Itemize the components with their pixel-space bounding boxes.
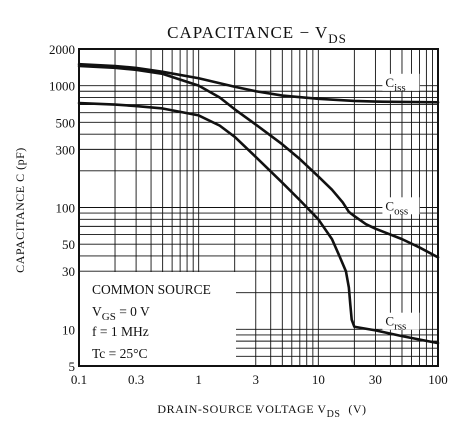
series-label-symbol: C — [385, 198, 394, 213]
chart-title-subscript: DS — [328, 31, 347, 46]
series-label-rss: Crss — [385, 314, 406, 333]
series-label-background — [382, 197, 420, 215]
x-tick-label: 3 — [253, 372, 260, 387]
series-label-subscript: rss — [394, 321, 406, 333]
series-label-subscript: iss — [394, 82, 406, 94]
data-curves — [77, 62, 440, 345]
series-label-background — [382, 312, 420, 330]
series-label-background — [382, 73, 420, 91]
series-label-oss: Coss — [385, 198, 408, 217]
y-tick-label: 10 — [62, 322, 75, 337]
series-curve-iss — [77, 62, 440, 104]
condition-vgs-value: = 0 V — [116, 304, 150, 319]
x-axis-title-main: DRAIN-SOURCE VOLTAGE V — [157, 402, 326, 416]
series-label-symbol: C — [385, 314, 394, 329]
x-tick-label: 100 — [428, 372, 448, 387]
y-tick-label: 50 — [62, 237, 75, 252]
y-axis-title: CAPACITANCE C (pF) — [13, 147, 27, 273]
x-axis-title: DRAIN-SOURCE VOLTAGE VDS (V) — [157, 402, 366, 420]
x-tick-label: 0.3 — [128, 372, 144, 387]
series-label-subscript: oss — [394, 205, 408, 217]
condition-frequency: f = 1 MHz — [92, 324, 149, 339]
chart-title: CAPACITANCE − VDS — [167, 23, 347, 46]
condition-vgs-subscript: GS — [102, 311, 116, 323]
tick-labels: 0.1 0.3 1 3 10 30 100 2000 1000 500 300 100 50 30 10 5 — [49, 42, 448, 387]
condition-common-source: COMMON SOURCE — [92, 282, 211, 297]
series-curve-rss — [77, 101, 440, 345]
test-conditions-background — [79, 272, 236, 368]
x-tick-label: 0.1 — [71, 372, 87, 387]
y-tick-label: 30 — [62, 264, 75, 279]
series-label-iss: Ciss — [385, 75, 405, 94]
y-tick-label: 1000 — [49, 79, 75, 94]
series-label-symbol: C — [385, 75, 394, 90]
y-tick-label: 5 — [69, 359, 76, 374]
y-tick-label: 300 — [56, 142, 76, 157]
series-curve-oss — [77, 64, 440, 259]
condition-temperature: Tc = 25°C — [92, 346, 148, 361]
x-tick-label: 10 — [312, 372, 325, 387]
x-axis-title-subscript: DS — [327, 409, 341, 420]
chart-title-main: CAPACITANCE − V — [167, 23, 328, 42]
y-tick-label: 100 — [56, 201, 76, 216]
x-axis-title-unit: (V) — [348, 402, 366, 416]
condition-vgs: VGS = 0 V — [92, 304, 150, 323]
test-conditions-box: COMMON SOURCE VGS = 0 V f = 1 MHz Tc = 2… — [79, 272, 236, 368]
x-tick-label: 1 — [195, 372, 202, 387]
condition-vgs-symbol: V — [92, 304, 102, 319]
plot-frame — [78, 48, 439, 367]
y-tick-label: 500 — [56, 115, 76, 130]
y-tick-label: 2000 — [49, 42, 75, 57]
x-tick-label: 30 — [369, 372, 382, 387]
